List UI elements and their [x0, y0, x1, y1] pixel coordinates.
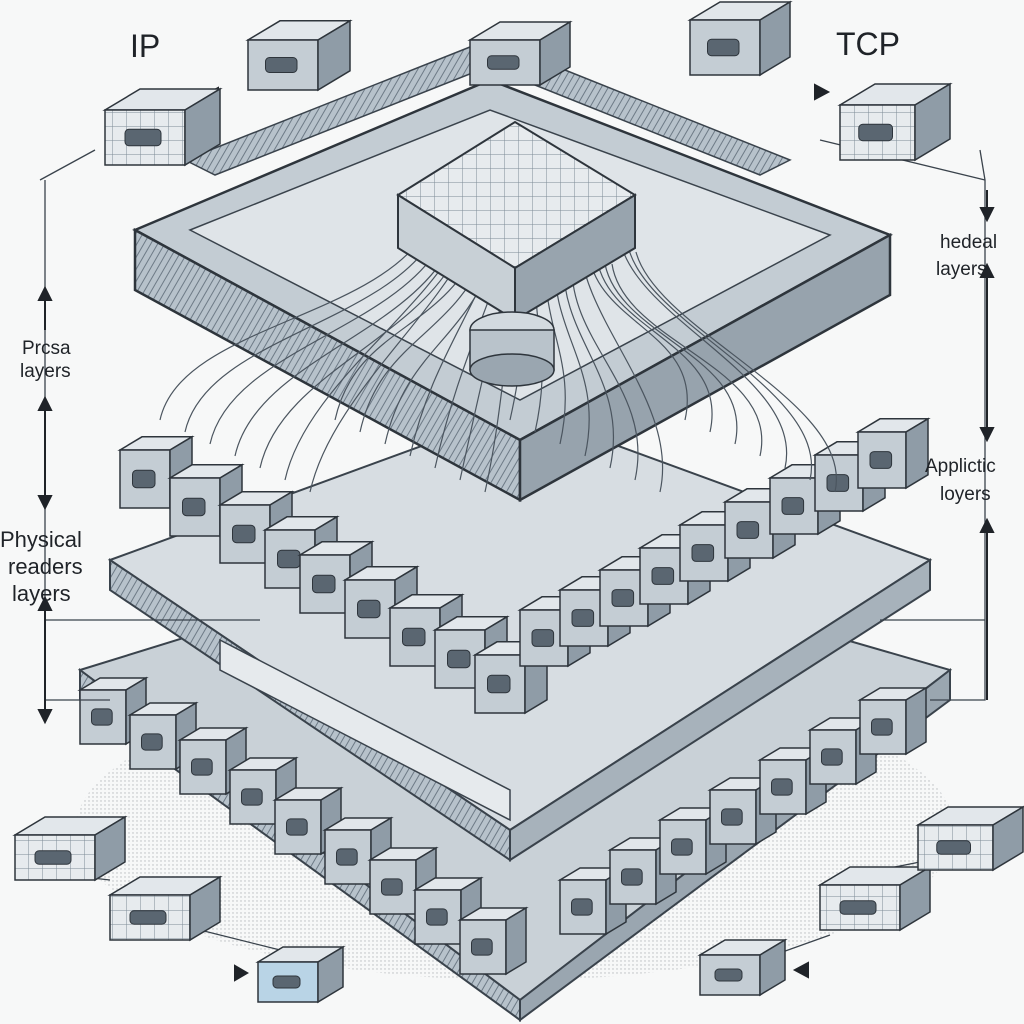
satellite-node: [255, 945, 346, 1004]
cable: [159, 239, 421, 421]
cable: [234, 257, 445, 457]
drive-block: [272, 786, 344, 856]
cable: [595, 251, 713, 433]
left-upper-label-line1: Prcsa: [22, 338, 71, 359]
drive-block: [457, 906, 529, 976]
left-lower-label-line1: Physical: [0, 527, 82, 552]
satellite-node: [467, 20, 573, 87]
tcp-label: TCP: [836, 26, 900, 62]
right-upper-label-line2: layers: [936, 259, 987, 280]
cable: [209, 251, 437, 445]
middle-modules-right: [517, 417, 931, 668]
drive-block: [857, 686, 929, 756]
cable: [619, 239, 788, 469]
satellite-node: [687, 0, 793, 77]
ip-label: IP: [130, 28, 161, 64]
bottom-modules-right: [557, 686, 929, 936]
satellite-node: [697, 938, 788, 997]
satellite-node: [245, 19, 353, 92]
central-chip: [396, 120, 637, 387]
cable: [627, 245, 813, 481]
bottom-modules-left: [77, 676, 529, 976]
right-lower-label-line1: Applictic: [925, 456, 996, 477]
satellite-node: [107, 875, 223, 942]
satellite-node: [915, 805, 1024, 872]
module-block: [387, 593, 465, 668]
middle-modules-left: [117, 435, 550, 715]
satellite-node: [817, 865, 933, 932]
cable: [184, 245, 429, 433]
cable: [603, 257, 738, 445]
vertical-arrows: [37, 83, 995, 982]
module-block: [855, 417, 931, 490]
cable: [611, 263, 763, 457]
right-upper-label-line1: hedeal: [940, 232, 998, 253]
left-lower-label-line3: layers: [12, 581, 71, 606]
right-lower-label-line2: loyers: [940, 484, 991, 505]
satellite-node: [12, 815, 128, 882]
left-upper-label-line2: layers: [20, 361, 71, 382]
satellite-node: [102, 87, 223, 167]
drive-block: [707, 776, 779, 846]
cable: [259, 263, 453, 469]
satellite-node: [837, 82, 953, 162]
left-lower-label-line2: readers: [8, 554, 83, 579]
cable: [571, 263, 639, 481]
cable: [635, 251, 838, 493]
satellite-nodes: [12, 0, 1024, 1004]
